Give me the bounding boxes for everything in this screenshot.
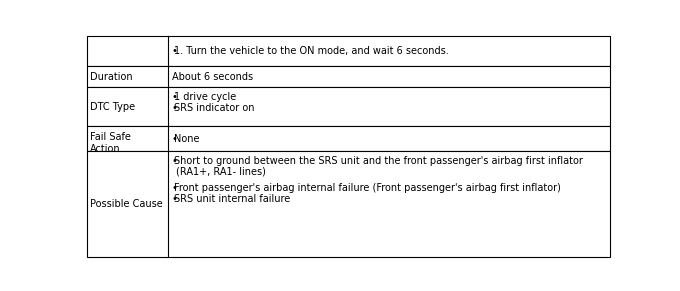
Text: Short to ground between the SRS unit and the front passenger's airbag first infl: Short to ground between the SRS unit and…	[174, 156, 583, 166]
Text: •: •	[171, 92, 177, 102]
Text: •: •	[171, 194, 177, 204]
Text: Possible Cause: Possible Cause	[90, 199, 163, 210]
Text: None: None	[174, 134, 199, 144]
Text: •: •	[171, 134, 177, 144]
Text: DTC Type: DTC Type	[90, 102, 135, 112]
Text: Duration: Duration	[90, 72, 133, 82]
Text: •: •	[171, 46, 177, 56]
Bar	[86, 36, 611, 66]
Text: (RA1+, RA1- lines): (RA1+, RA1- lines)	[175, 167, 265, 177]
Text: •: •	[171, 156, 177, 166]
Text: About 6 seconds: About 6 seconds	[173, 72, 254, 82]
Text: SRS indicator on: SRS indicator on	[174, 103, 254, 113]
Bar	[86, 66, 611, 87]
Text: Front passenger's airbag internal failure (Front passenger's airbag first inflat: Front passenger's airbag internal failur…	[174, 183, 561, 193]
Bar	[86, 126, 611, 151]
Text: •: •	[171, 103, 177, 113]
Text: 1 drive cycle: 1 drive cycle	[174, 92, 236, 102]
Text: 1. Turn the vehicle to the ON mode, and wait 6 seconds.: 1. Turn the vehicle to the ON mode, and …	[174, 46, 449, 56]
Bar	[86, 87, 611, 126]
Text: SRS unit internal failure: SRS unit internal failure	[174, 194, 290, 204]
Text: Fail Safe
Action: Fail Safe Action	[90, 132, 131, 154]
Text: •: •	[171, 183, 177, 193]
Bar	[86, 151, 611, 258]
